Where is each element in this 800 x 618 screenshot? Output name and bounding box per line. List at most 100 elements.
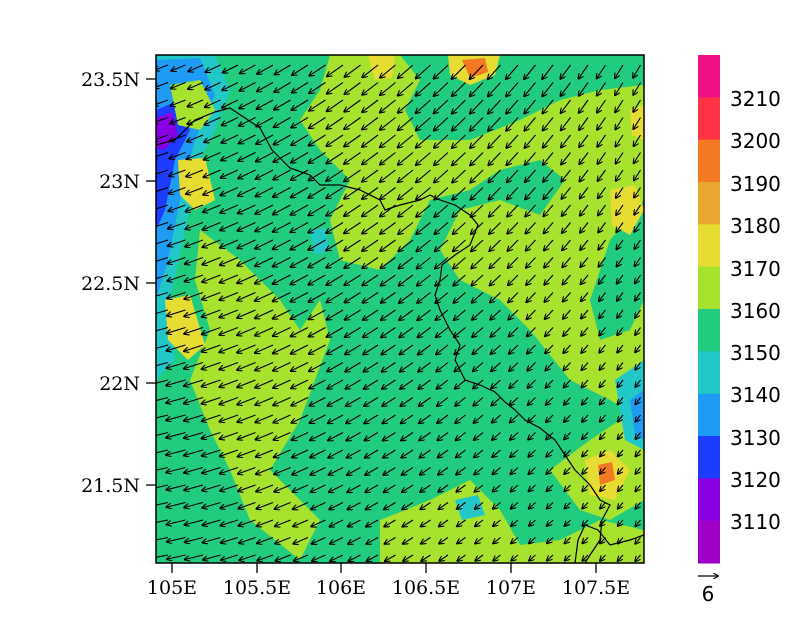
wind-vector <box>454 292 466 303</box>
wind-vector <box>255 326 274 336</box>
wind-vector <box>600 379 606 387</box>
wind-vector <box>205 82 221 90</box>
wind-vector <box>171 64 186 71</box>
wind-vector <box>615 64 624 78</box>
wind-vector <box>470 99 484 114</box>
wind-vector <box>327 99 344 111</box>
wind-vector <box>365 484 379 492</box>
wind-vector <box>434 64 449 79</box>
wind-vector <box>237 379 256 387</box>
wind-vector <box>616 204 624 215</box>
wind-vector <box>456 432 466 441</box>
wind-vector <box>636 432 641 440</box>
wind-vector <box>292 466 309 475</box>
wind-vector <box>457 519 466 526</box>
wind-vector <box>363 362 379 372</box>
wind-vector <box>543 99 554 113</box>
wind-vector <box>417 274 431 286</box>
wind-vector <box>202 344 221 352</box>
wind-vector <box>310 432 326 441</box>
wind-vector <box>511 554 519 561</box>
wind-vector <box>636 467 641 474</box>
wind-vector <box>509 362 519 372</box>
wind-vector <box>399 309 414 320</box>
wind-vector <box>202 274 221 282</box>
wind-vector <box>581 327 589 336</box>
wind-vector <box>257 536 274 544</box>
wind-vector <box>581 274 589 284</box>
wind-vector <box>362 134 379 147</box>
wind-vector <box>327 327 344 337</box>
wind-vector <box>580 239 589 250</box>
wind-vector <box>510 432 519 440</box>
colorbar-label: 3110 <box>730 510 781 534</box>
wind-vector <box>416 169 431 182</box>
wind-vector <box>472 292 484 303</box>
wind-vector <box>238 152 256 161</box>
wind-vector <box>529 502 536 509</box>
wind-vector <box>329 502 344 510</box>
wind-vector <box>293 536 309 544</box>
wind-vector <box>348 537 361 544</box>
wind-vector <box>597 64 606 78</box>
wind-vector <box>524 64 536 79</box>
wind-vector <box>526 274 536 285</box>
wind-vector <box>565 519 571 526</box>
wind-vector <box>273 292 291 302</box>
wind-vector <box>580 257 589 268</box>
wind-vector <box>255 379 274 388</box>
wind-vector <box>436 344 449 354</box>
wind-vector <box>546 379 554 388</box>
colorbar-label: 3170 <box>730 257 781 281</box>
wind-vector <box>527 344 536 354</box>
wind-vector <box>416 99 431 113</box>
wind-vector <box>156 151 169 158</box>
wind-vector <box>489 204 501 217</box>
wind-vector <box>615 117 624 130</box>
wind-vector <box>326 152 344 164</box>
wind-vector <box>291 379 309 388</box>
wind-vector <box>547 537 554 544</box>
wind-vector <box>347 449 361 458</box>
wind-vector <box>508 292 519 303</box>
reference-vector-label: 6 <box>702 582 715 606</box>
wind-vector <box>488 117 501 131</box>
wind-vector <box>402 502 414 510</box>
wind-vector <box>416 134 431 148</box>
wind-vector <box>437 432 449 441</box>
wind-vector <box>292 432 309 441</box>
wind-vector <box>582 397 589 405</box>
wind-vector <box>403 537 414 544</box>
wind-vector <box>204 151 221 160</box>
wind-vector <box>617 344 624 353</box>
wind-vector <box>547 502 554 509</box>
contour-3175-west-patch-2 <box>178 158 215 210</box>
wind-vector <box>364 379 379 389</box>
wind-vector <box>562 222 571 234</box>
wind-vector <box>238 431 256 440</box>
wind-vector <box>238 187 256 196</box>
wind-vector <box>156 414 169 419</box>
wind-vector <box>349 554 361 561</box>
colorbar-label: 3180 <box>730 214 781 238</box>
wind-vector <box>187 116 204 125</box>
wind-vector <box>344 274 361 285</box>
wind-vector <box>203 554 221 560</box>
wind-vector <box>474 432 484 441</box>
wind-vector <box>452 134 466 148</box>
wind-vector <box>203 239 221 247</box>
wind-vector <box>364 414 379 423</box>
wind-vector <box>220 501 239 509</box>
wind-vector <box>345 327 361 338</box>
wind-vector <box>239 117 256 126</box>
wind-vector <box>453 239 466 251</box>
wind-vector <box>616 152 624 164</box>
wind-vector <box>527 327 536 337</box>
wind-vector <box>436 327 449 338</box>
wind-vector <box>615 82 624 96</box>
wind-vector <box>599 274 606 284</box>
wind-vector <box>563 309 571 319</box>
wind-vector <box>471 187 484 200</box>
wind-vector <box>255 274 274 284</box>
wind-vector <box>452 82 466 97</box>
